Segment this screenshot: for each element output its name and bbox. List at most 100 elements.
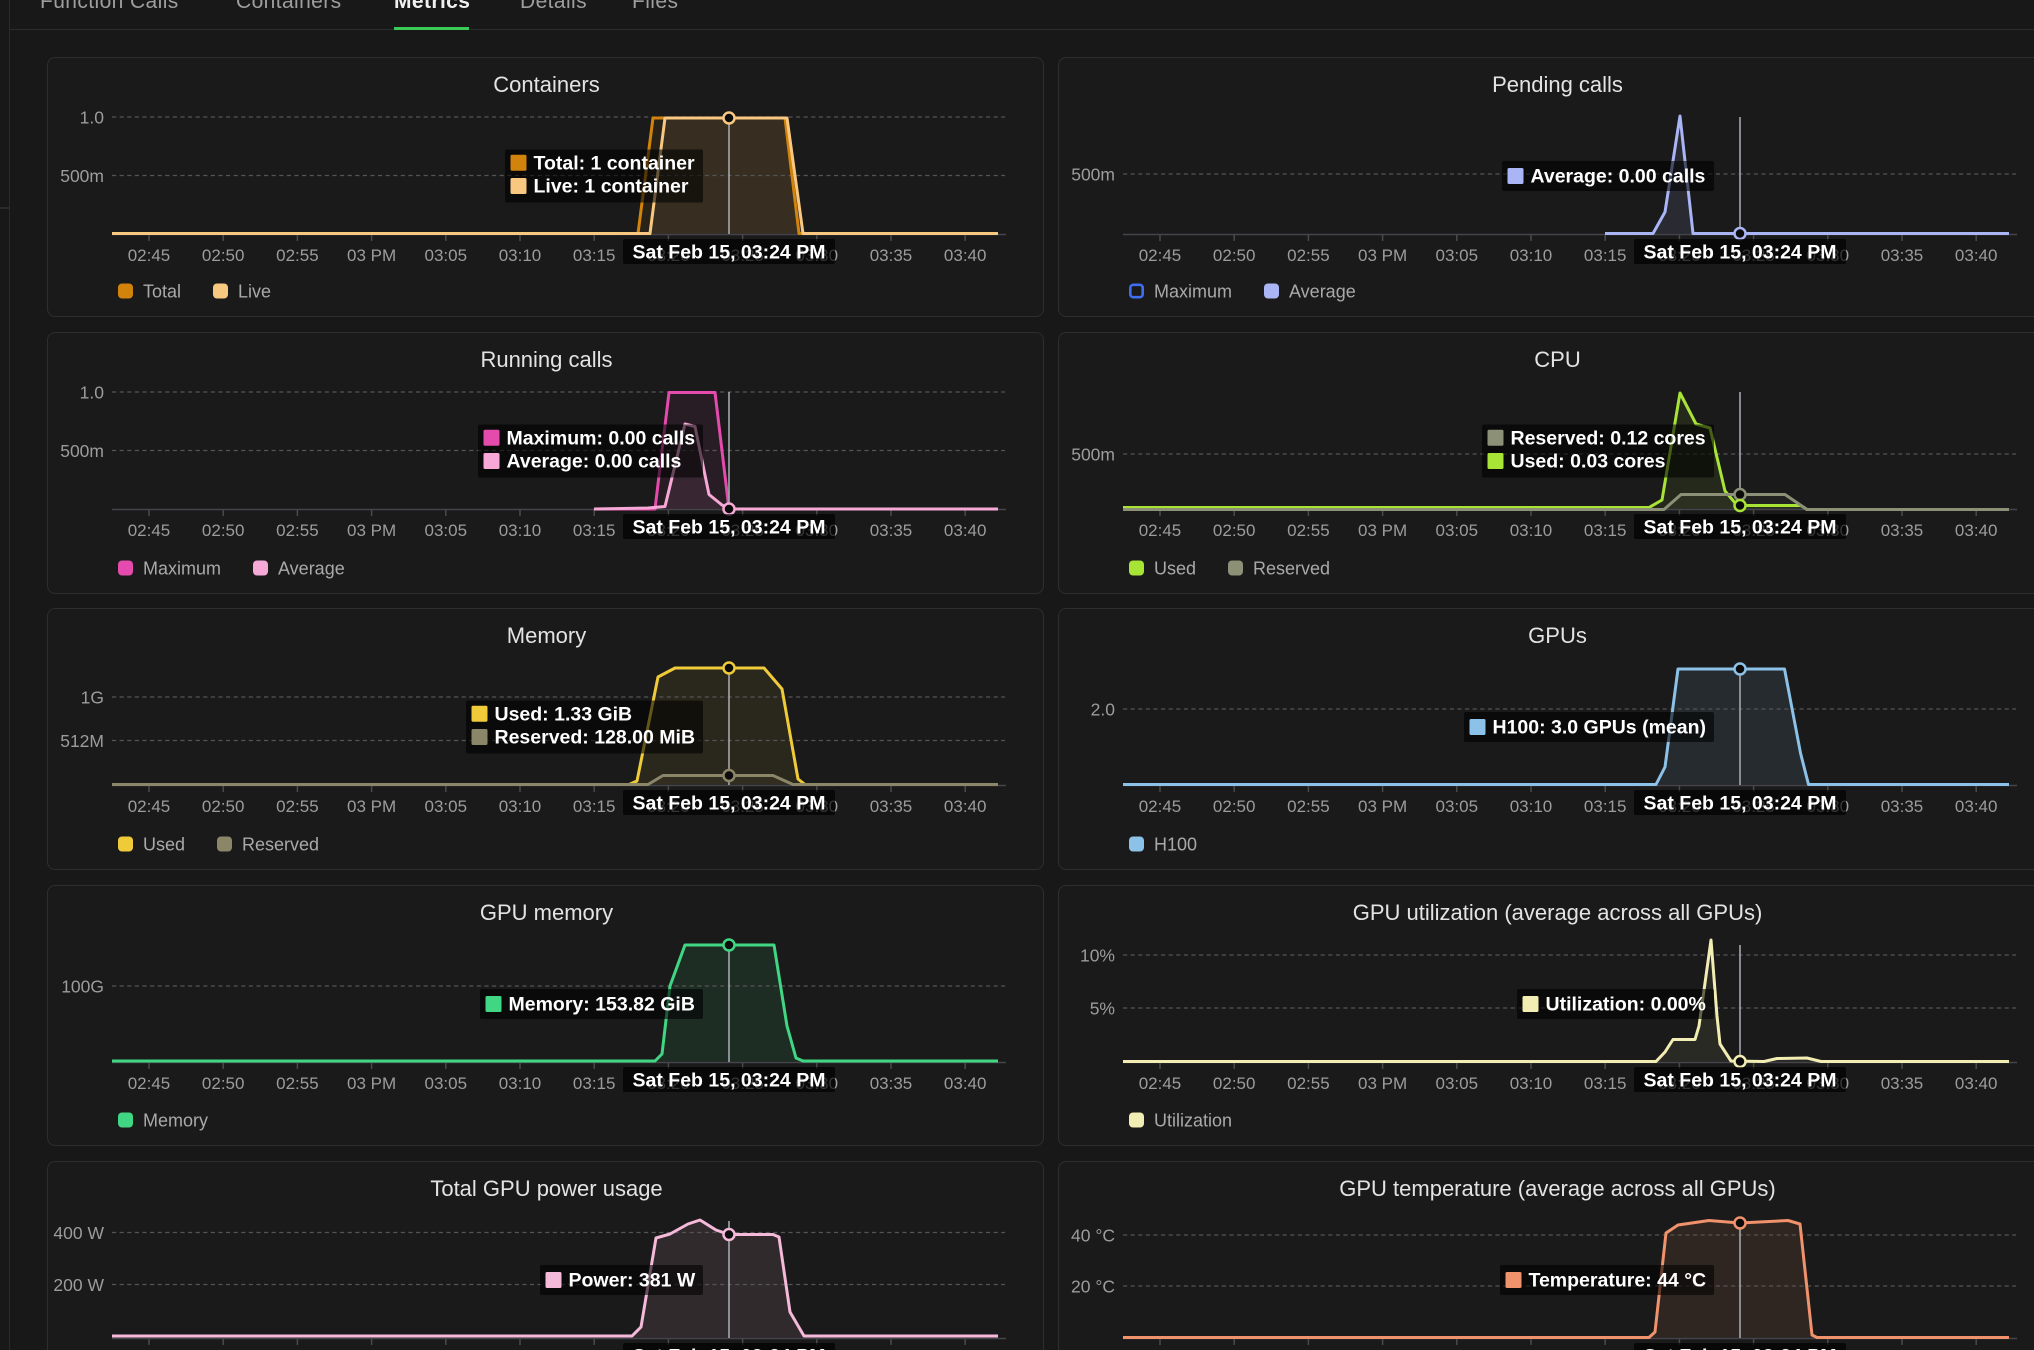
svg-text:03:10: 03:10	[1510, 246, 1553, 265]
svg-text:Average: 0.00 calls: Average: 0.00 calls	[1531, 166, 1706, 188]
svg-text:03:05: 03:05	[425, 521, 468, 540]
svg-text:03:10: 03:10	[1510, 1074, 1553, 1093]
svg-text:03 PM: 03 PM	[1358, 1074, 1407, 1093]
svg-text:03:35: 03:35	[1881, 521, 1924, 540]
svg-text:1G: 1G	[81, 688, 104, 708]
svg-text:03:15: 03:15	[573, 1074, 616, 1093]
svg-text:02:55: 02:55	[276, 797, 319, 816]
svg-text:Reserved: Reserved	[242, 835, 319, 855]
svg-text:03:05: 03:05	[1436, 797, 1479, 816]
svg-text:03:40: 03:40	[944, 797, 987, 816]
svg-text:02:45: 02:45	[1139, 797, 1182, 816]
svg-text:03:05: 03:05	[1436, 1074, 1479, 1093]
svg-text:Reserved: 0.12 cores: Reserved: 0.12 cores	[1511, 428, 1706, 450]
svg-text:Live: Live	[238, 282, 271, 302]
svg-text:02:55: 02:55	[276, 246, 319, 265]
svg-text:03 PM: 03 PM	[1358, 521, 1407, 540]
svg-text:40 °C: 40 °C	[1071, 1226, 1115, 1246]
svg-text:Sat Feb 15, 03:24 PM: Sat Feb 15, 03:24 PM	[633, 242, 826, 264]
svg-text:03:05: 03:05	[425, 246, 468, 265]
svg-text:Reserved: Reserved	[1253, 559, 1330, 579]
svg-text:H100: H100	[1154, 835, 1197, 855]
svg-text:03:35: 03:35	[870, 1074, 913, 1093]
svg-text:03:40: 03:40	[1955, 246, 1998, 265]
svg-text:Pending calls: Pending calls	[1492, 72, 1623, 97]
svg-text:03 PM: 03 PM	[347, 797, 396, 816]
svg-text:03:40: 03:40	[1955, 797, 1998, 816]
svg-text:02:55: 02:55	[1287, 797, 1330, 816]
svg-text:02:45: 02:45	[128, 521, 171, 540]
svg-text:500m: 500m	[60, 441, 104, 461]
svg-text:500m: 500m	[1071, 445, 1115, 465]
svg-text:Total GPU power usage: Total GPU power usage	[430, 1176, 662, 1201]
svg-text:Average: Average	[1289, 282, 1356, 302]
svg-text:Sat Feb 15, 03:24 PM: Sat Feb 15, 03:24 PM	[1644, 242, 1837, 264]
svg-text:03:40: 03:40	[944, 1074, 987, 1093]
svg-text:02:50: 02:50	[202, 1074, 245, 1093]
svg-text:H100: 3.0 GPUs (mean): H100: 3.0 GPUs (mean)	[1493, 717, 1707, 739]
svg-text:03:35: 03:35	[870, 521, 913, 540]
svg-text:Total: Total	[143, 282, 181, 302]
svg-text:500m: 500m	[60, 166, 104, 186]
svg-text:GPU utilization (average acros: GPU utilization (average across all GPUs…	[1353, 900, 1763, 925]
svg-text:03:10: 03:10	[499, 521, 542, 540]
svg-text:Sat Feb 15, 03:24 PM: Sat Feb 15, 03:24 PM	[1644, 1070, 1837, 1092]
svg-text:Sat Feb 15, 03:24 PM: Sat Feb 15, 03:24 PM	[633, 1070, 826, 1092]
svg-text:Average: 0.00 calls: Average: 0.00 calls	[507, 451, 682, 473]
svg-text:03:05: 03:05	[425, 1074, 468, 1093]
svg-text:02:50: 02:50	[202, 246, 245, 265]
svg-text:Sat Feb 15, 03:24 PM: Sat Feb 15, 03:24 PM	[633, 793, 826, 815]
svg-text:02:50: 02:50	[1213, 1074, 1256, 1093]
svg-text:20 °C: 20 °C	[1071, 1277, 1115, 1297]
svg-text:10%: 10%	[1080, 946, 1115, 966]
svg-text:02:55: 02:55	[1287, 1074, 1330, 1093]
svg-text:Memory: Memory	[507, 623, 586, 648]
svg-text:03:40: 03:40	[1955, 1074, 1998, 1093]
svg-text:03:15: 03:15	[573, 246, 616, 265]
svg-text:03:15: 03:15	[1584, 521, 1627, 540]
svg-text:03:35: 03:35	[1881, 797, 1924, 816]
svg-text:100G: 100G	[61, 977, 104, 997]
svg-text:03:10: 03:10	[499, 246, 542, 265]
svg-text:Memory: 153.82 GiB: Memory: 153.82 GiB	[509, 994, 695, 1016]
svg-text:Reserved: 128.00 MiB: Reserved: 128.00 MiB	[495, 727, 696, 749]
svg-text:1.0: 1.0	[80, 383, 105, 403]
svg-text:03 PM: 03 PM	[1358, 246, 1407, 265]
svg-text:Total: 1 container: Total: 1 container	[534, 153, 695, 175]
svg-text:02:45: 02:45	[1139, 1074, 1182, 1093]
svg-text:5%: 5%	[1090, 999, 1115, 1019]
svg-text:03:05: 03:05	[425, 797, 468, 816]
svg-text:02:45: 02:45	[1139, 521, 1182, 540]
svg-text:02:45: 02:45	[128, 1074, 171, 1093]
svg-text:Sat Feb 15, 03:24 PM: Sat Feb 15, 03:24 PM	[1644, 793, 1837, 815]
svg-text:03:10: 03:10	[499, 797, 542, 816]
svg-text:03 PM: 03 PM	[347, 246, 396, 265]
svg-text:1.0: 1.0	[80, 108, 105, 128]
svg-text:03:40: 03:40	[944, 246, 987, 265]
svg-text:Maximum: Maximum	[1154, 282, 1232, 302]
svg-text:03:35: 03:35	[1881, 246, 1924, 265]
svg-text:GPU temperature (average acros: GPU temperature (average across all GPUs…	[1339, 1176, 1776, 1201]
svg-text:Containers: Containers	[493, 72, 599, 97]
svg-text:03:05: 03:05	[1436, 521, 1479, 540]
svg-text:03:10: 03:10	[1510, 797, 1553, 816]
svg-text:400 W: 400 W	[53, 1223, 104, 1243]
svg-text:Power: 381 W: Power: 381 W	[569, 1270, 696, 1292]
svg-text:GPUs: GPUs	[1528, 623, 1587, 648]
svg-text:02:55: 02:55	[276, 521, 319, 540]
svg-text:Sat Feb 15, 03:24 PM: Sat Feb 15, 03:24 PM	[1644, 1346, 1837, 1350]
svg-text:03:10: 03:10	[1510, 521, 1553, 540]
svg-text:Average: Average	[278, 559, 345, 579]
svg-text:03:35: 03:35	[870, 246, 913, 265]
svg-text:03:15: 03:15	[573, 797, 616, 816]
svg-text:02:50: 02:50	[202, 797, 245, 816]
svg-text:02:45: 02:45	[128, 797, 171, 816]
svg-text:03:05: 03:05	[1436, 246, 1479, 265]
svg-text:02:45: 02:45	[1139, 246, 1182, 265]
svg-text:Maximum: 0.00 calls: Maximum: 0.00 calls	[507, 428, 696, 450]
svg-text:Used: Used	[143, 835, 185, 855]
svg-text:03:15: 03:15	[573, 521, 616, 540]
svg-text:03:35: 03:35	[1881, 1074, 1924, 1093]
svg-text:03:15: 03:15	[1584, 1074, 1627, 1093]
svg-text:CPU: CPU	[1534, 347, 1580, 372]
